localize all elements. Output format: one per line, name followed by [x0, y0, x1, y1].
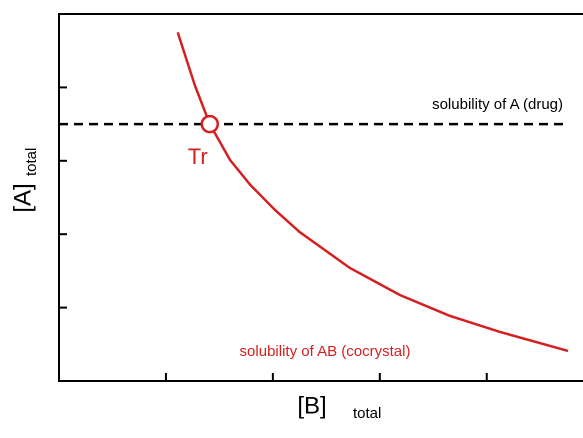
- curve-label: solubility of AB (cocrystal): [240, 343, 411, 360]
- y-axis-label-subscript: total: [23, 148, 40, 176]
- transition-point: [200, 114, 220, 134]
- x-axis-label: [B]: [297, 392, 326, 419]
- y-axis-label-group: [A] total: [9, 148, 40, 213]
- transition-point-label: Tr: [188, 144, 208, 169]
- solubility-a-label: solubility of A (drug): [432, 96, 563, 113]
- x-axis-label-subscript: total: [353, 405, 381, 422]
- y-axis-label: [A]: [9, 183, 36, 212]
- axes-frame: [58, 13, 583, 382]
- solubility-curve-ab: [176, 31, 569, 353]
